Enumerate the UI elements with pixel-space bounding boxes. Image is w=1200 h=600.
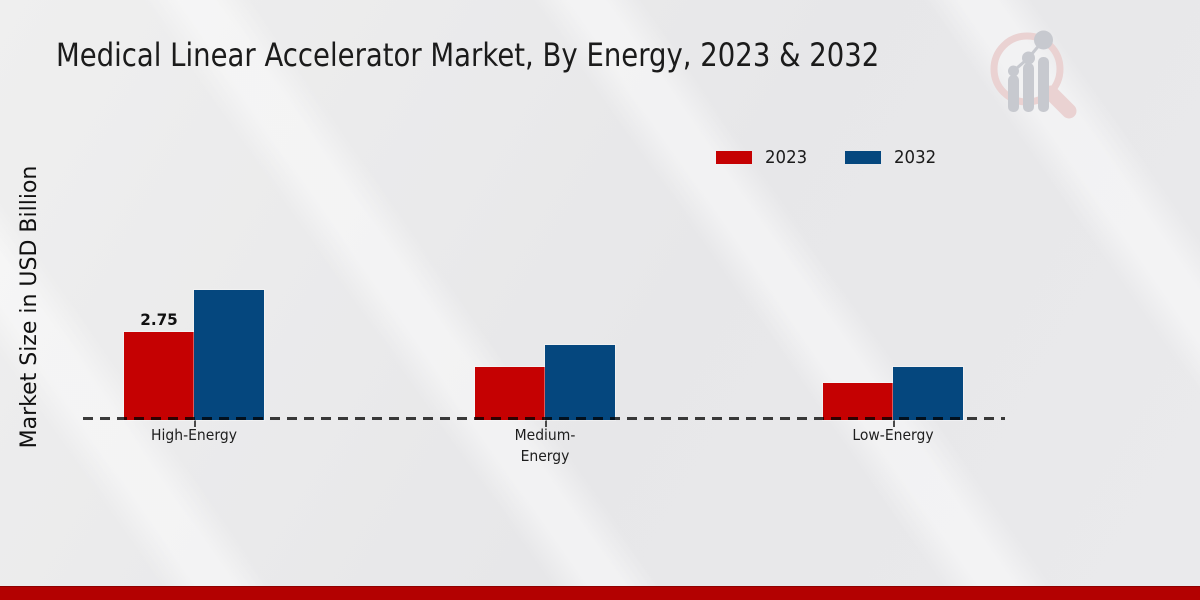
category-label-low-energy: Low-Energy [852,426,934,444]
logo-bar-mid [1023,63,1034,112]
bar-2032-medium-energy [545,345,615,420]
legend-item-2032: 2032 [844,147,940,168]
bar-2023-low-energy [823,383,893,420]
logo-bar-tall [1038,57,1049,112]
logo-dot-3 [1034,30,1053,50]
legend-item-2023: 2023 [716,147,811,168]
chart-title: Medical Linear Accelerator Market, By En… [56,36,880,74]
category-label-high-energy: High-Energy [151,426,237,444]
legend-swatch-2023 [716,151,752,164]
bar-2032-high-energy [194,290,264,420]
legend-label-2032: 2032 [893,147,936,168]
legend-swatch-2032 [844,151,881,164]
bar-2032-low-energy [893,367,963,420]
x-axis-baseline [83,417,1005,420]
magnifier-bar-chart-logo-icon [990,30,1077,119]
legend: 2023 2032 [716,147,940,168]
category-label-medium-energy: Medium- Energy [514,426,576,465]
x-tick-low-energy [893,420,895,427]
legend-label-2023: 2023 [765,147,808,168]
x-tick-high-energy [194,420,196,427]
bar-value-label: 2.75 [140,310,178,329]
logo-handle [1043,85,1077,119]
footer-accent-bar [0,586,1200,600]
bar-2023-medium-energy [475,367,545,420]
logo-bar-short [1008,75,1019,112]
logo-dot-2 [1022,51,1035,65]
logo-dot-1 [1008,65,1019,77]
x-tick-medium-energy [545,420,547,427]
bar-2023-high-energy [124,332,194,420]
